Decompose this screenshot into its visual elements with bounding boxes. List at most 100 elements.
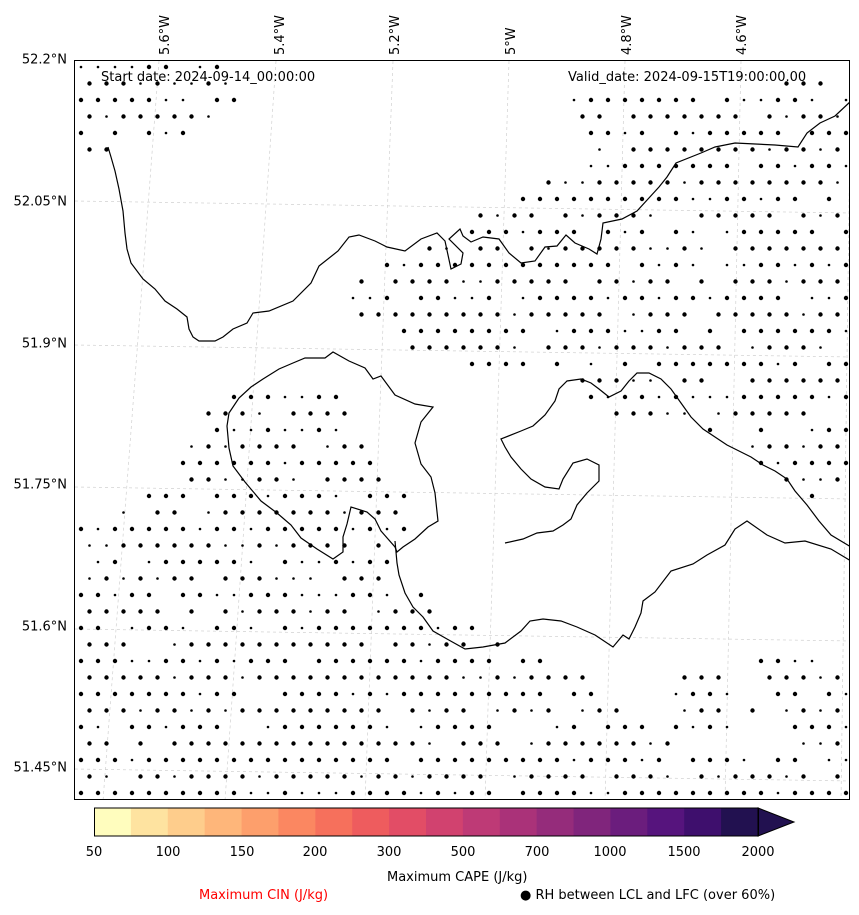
rh-dot bbox=[308, 642, 313, 647]
rh-dot bbox=[699, 345, 704, 350]
rh-dot bbox=[801, 114, 806, 119]
rh-dot bbox=[316, 460, 322, 466]
rh-dot bbox=[707, 427, 713, 433]
rh-dot bbox=[750, 378, 755, 383]
rh-dot bbox=[308, 675, 313, 680]
rh-dot bbox=[180, 658, 186, 664]
rh-dot bbox=[393, 675, 398, 680]
rh-dot bbox=[656, 757, 662, 763]
rh-dot bbox=[155, 609, 160, 614]
rh-dot bbox=[257, 642, 262, 647]
rh-dot bbox=[291, 642, 296, 647]
rh-dot bbox=[231, 97, 237, 103]
rh-dot bbox=[818, 279, 823, 284]
start-date-label: Start date: 2024-09-14_00:00:00 bbox=[101, 70, 316, 85]
rh-dot bbox=[725, 395, 729, 399]
rh-dot bbox=[699, 675, 704, 680]
rh-dot bbox=[520, 196, 526, 202]
rh-dot bbox=[139, 709, 142, 712]
rh-dot bbox=[623, 131, 627, 135]
rh-dot bbox=[292, 478, 295, 481]
rh-dot bbox=[767, 180, 772, 185]
colorbar-tick: 300 bbox=[376, 845, 402, 860]
rh-dot bbox=[784, 675, 789, 680]
rh-dot bbox=[87, 642, 92, 647]
colorbar-segment bbox=[647, 808, 685, 836]
rh-dot bbox=[257, 609, 262, 614]
rh-dot bbox=[809, 394, 815, 400]
rh-dot bbox=[410, 675, 415, 680]
rh-dot bbox=[155, 114, 160, 119]
rh-dot bbox=[334, 593, 338, 597]
rh-dot bbox=[266, 725, 270, 729]
rh-dot bbox=[87, 81, 92, 86]
rh-dot bbox=[614, 411, 619, 416]
rh-dot bbox=[513, 775, 516, 778]
rh-dot bbox=[275, 544, 278, 547]
rh-dot bbox=[223, 642, 228, 647]
rh-dot bbox=[810, 98, 814, 102]
rh-dot bbox=[299, 460, 305, 466]
rh-dot bbox=[801, 213, 806, 218]
rh-dot bbox=[648, 345, 653, 350]
rh-dot bbox=[546, 312, 551, 317]
rh-dot bbox=[554, 196, 560, 202]
rh-dot bbox=[809, 130, 815, 136]
rh-dot bbox=[741, 790, 747, 796]
rh-dot bbox=[291, 411, 296, 416]
rh-dot bbox=[461, 312, 466, 317]
rh-dot bbox=[367, 757, 373, 763]
rh-dot bbox=[809, 163, 815, 169]
rh-dot bbox=[138, 609, 143, 614]
rh-dot bbox=[231, 394, 237, 400]
rh-dot bbox=[665, 114, 670, 119]
rh-dot bbox=[376, 576, 381, 581]
rh-dot bbox=[529, 774, 534, 779]
colorbar-svg bbox=[94, 807, 796, 837]
rh-dot bbox=[360, 775, 363, 778]
rh-dot bbox=[520, 757, 526, 763]
rh-dot bbox=[265, 592, 271, 598]
rh-dot bbox=[826, 724, 832, 730]
rh-dot bbox=[537, 295, 543, 301]
rh-dot bbox=[700, 247, 703, 250]
colorbar-segment bbox=[130, 808, 169, 836]
rh-dot bbox=[96, 725, 100, 729]
rh-dot bbox=[725, 692, 729, 696]
rh-dot bbox=[597, 708, 602, 713]
rh-dot bbox=[257, 741, 262, 746]
rh-dot bbox=[835, 213, 840, 218]
rh-dot bbox=[631, 411, 636, 416]
rh-dot bbox=[206, 81, 211, 86]
rh-dot bbox=[113, 593, 117, 597]
rh-dot bbox=[580, 741, 585, 746]
rh-dot bbox=[657, 296, 661, 300]
rh-dot bbox=[801, 81, 806, 86]
rh-dot bbox=[666, 247, 669, 250]
rh-dot bbox=[631, 345, 636, 350]
rh-dot bbox=[623, 230, 627, 234]
rh-dot bbox=[232, 659, 236, 663]
rh-dot bbox=[223, 675, 228, 680]
rh-dot bbox=[792, 757, 798, 763]
rh-dot bbox=[767, 345, 772, 350]
rh-dot bbox=[520, 328, 526, 334]
rh-dot bbox=[452, 724, 458, 730]
rh-dot bbox=[138, 774, 143, 779]
rh-dot bbox=[248, 460, 254, 466]
rh-dot bbox=[291, 510, 296, 515]
rh-dot bbox=[452, 625, 458, 631]
rh-dot bbox=[419, 725, 423, 729]
rh-dot bbox=[189, 477, 194, 482]
rh-dot bbox=[588, 295, 594, 301]
rh-dot bbox=[656, 328, 662, 334]
rh-dot bbox=[588, 196, 594, 202]
rh-dot bbox=[435, 262, 441, 268]
rh-dot bbox=[742, 758, 746, 762]
rh-dot bbox=[206, 543, 211, 548]
rh-dot bbox=[844, 758, 848, 762]
rh-dot bbox=[563, 279, 568, 284]
rh-dot bbox=[334, 494, 338, 498]
map-panel[interactable] bbox=[74, 60, 850, 800]
rh-dot bbox=[342, 411, 347, 416]
